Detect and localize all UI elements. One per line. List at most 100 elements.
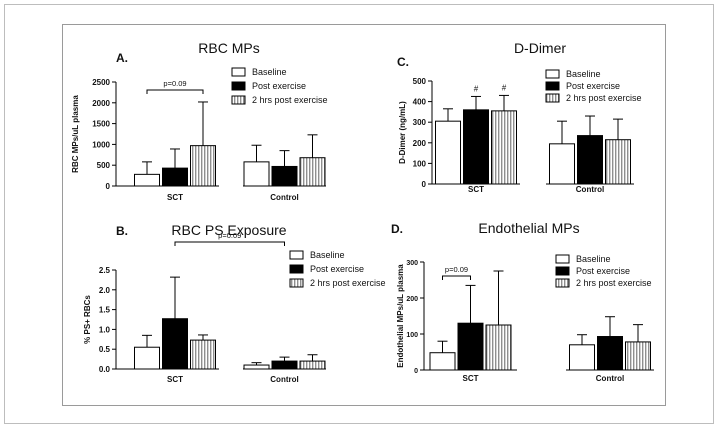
category-label: Control	[596, 374, 624, 383]
bar	[577, 135, 603, 185]
bar	[190, 339, 216, 370]
bar	[243, 364, 270, 370]
y-tick-label: 400	[413, 98, 427, 107]
significance-marker: #	[474, 84, 479, 93]
bar	[569, 344, 595, 371]
y-tick-label: 2.0	[99, 286, 111, 295]
bar	[243, 161, 270, 187]
y-tick-label: 2500	[92, 78, 110, 87]
bar	[485, 324, 512, 371]
chart-title: D-Dimer	[514, 40, 566, 56]
legend-label: Post exercise	[566, 81, 620, 91]
y-tick-label: 2000	[92, 99, 110, 108]
legend-label: Post exercise	[310, 264, 364, 274]
y-tick-label: 500	[413, 77, 427, 86]
y-axis-label: D-Dimer (ng/mL)	[398, 101, 407, 164]
bar	[134, 173, 160, 187]
y-tick-label: 300	[406, 260, 418, 267]
y-tick-label: 200	[413, 139, 427, 148]
chart-title: RBC MPs	[198, 40, 259, 56]
y-tick-label: 500	[97, 161, 111, 170]
significance-bracket	[146, 89, 204, 94]
bar	[162, 318, 188, 370]
significance-label: p=0.09	[445, 265, 468, 274]
y-tick-label: 1.5	[99, 306, 111, 315]
chart-2: C. D-Dimer 0 100 200 300 400 500 D-Dimer (ng/mL)…	[397, 40, 642, 194]
figure-panel	[62, 24, 666, 406]
panel-letter: B.	[116, 224, 128, 238]
bar	[435, 120, 461, 185]
y-tick-label: 0	[414, 368, 418, 375]
bar	[299, 157, 326, 187]
bar	[271, 360, 298, 370]
legend-swatch	[231, 81, 246, 91]
legend-label: Post exercise	[252, 81, 306, 91]
y-tick-label: 300	[413, 118, 427, 127]
y-tick-label: 2.5	[99, 266, 111, 275]
panel-letter: C.	[397, 55, 409, 69]
legend-swatch	[555, 254, 570, 264]
legend-label: Baseline	[566, 69, 601, 79]
bar	[463, 109, 489, 185]
significance-label: p=0.09	[163, 79, 186, 88]
y-tick-label: 1500	[92, 120, 110, 129]
y-tick-label: 1000	[92, 140, 110, 149]
bar	[190, 145, 216, 187]
y-tick-label: 200	[406, 296, 418, 303]
significance-label: p=0.09	[218, 231, 241, 240]
legend-swatch	[545, 69, 560, 79]
category-label: SCT	[468, 185, 484, 194]
legend-label: 2 hrs post exercise	[252, 95, 328, 105]
legend-swatch	[545, 93, 560, 103]
legend-swatch	[545, 81, 560, 91]
panel-letter: A.	[116, 51, 128, 65]
legend-label: Baseline	[310, 250, 345, 260]
category-label: Control	[576, 185, 604, 194]
bar	[605, 139, 631, 185]
legend-swatch	[231, 67, 246, 77]
y-tick-label: 0	[106, 182, 111, 191]
legend-label: Baseline	[576, 254, 611, 264]
legend-swatch	[289, 278, 304, 288]
bar	[549, 143, 575, 185]
chart-1: B. RBC PS Exposure 0.0 0.5 1.0 1.5 2.0 2.5 % PS+…	[83, 222, 386, 384]
bar	[491, 110, 517, 185]
bar	[271, 165, 298, 187]
legend-swatch	[231, 95, 246, 105]
bar	[299, 360, 326, 370]
bar	[162, 167, 188, 187]
chart-title: RBC PS Exposure	[171, 222, 286, 238]
y-axis-label: Endothelial MPs/uL plasma	[396, 264, 405, 368]
category-label: SCT	[167, 193, 183, 202]
bar	[625, 341, 651, 371]
category-label: SCT	[167, 375, 183, 384]
significance-bracket	[174, 241, 285, 246]
category-label: Control	[270, 193, 298, 202]
bar	[597, 336, 623, 371]
y-tick-label: 0.0	[99, 365, 111, 374]
significance-marker: #	[502, 83, 507, 92]
y-tick-label: 100	[413, 159, 427, 168]
y-tick-label: 100	[406, 332, 418, 339]
legend-swatch	[289, 250, 304, 260]
legend-label: Post exercise	[576, 266, 630, 276]
legend-swatch	[289, 264, 304, 274]
legend-swatch	[555, 266, 570, 276]
legend-label: 2 hrs post exercise	[566, 93, 642, 103]
legend-label: Baseline	[252, 67, 287, 77]
y-tick-label: 1.0	[99, 325, 111, 334]
legend-swatch	[555, 278, 570, 288]
y-axis-label: RBC MPs/uL plasma	[71, 95, 80, 173]
legend-label: 2 hrs post exercise	[310, 278, 386, 288]
panel-letter: D.	[391, 222, 403, 236]
chart-title: Endothelial MPs	[478, 220, 579, 236]
category-label: SCT	[463, 374, 479, 383]
y-tick-label: 0	[422, 180, 427, 189]
figure-frame	[4, 4, 714, 424]
bar	[429, 352, 456, 371]
bar	[457, 322, 484, 371]
y-axis-label: % PS+ RBCs	[83, 295, 92, 344]
legend-label: 2 hrs post exercise	[576, 278, 652, 288]
